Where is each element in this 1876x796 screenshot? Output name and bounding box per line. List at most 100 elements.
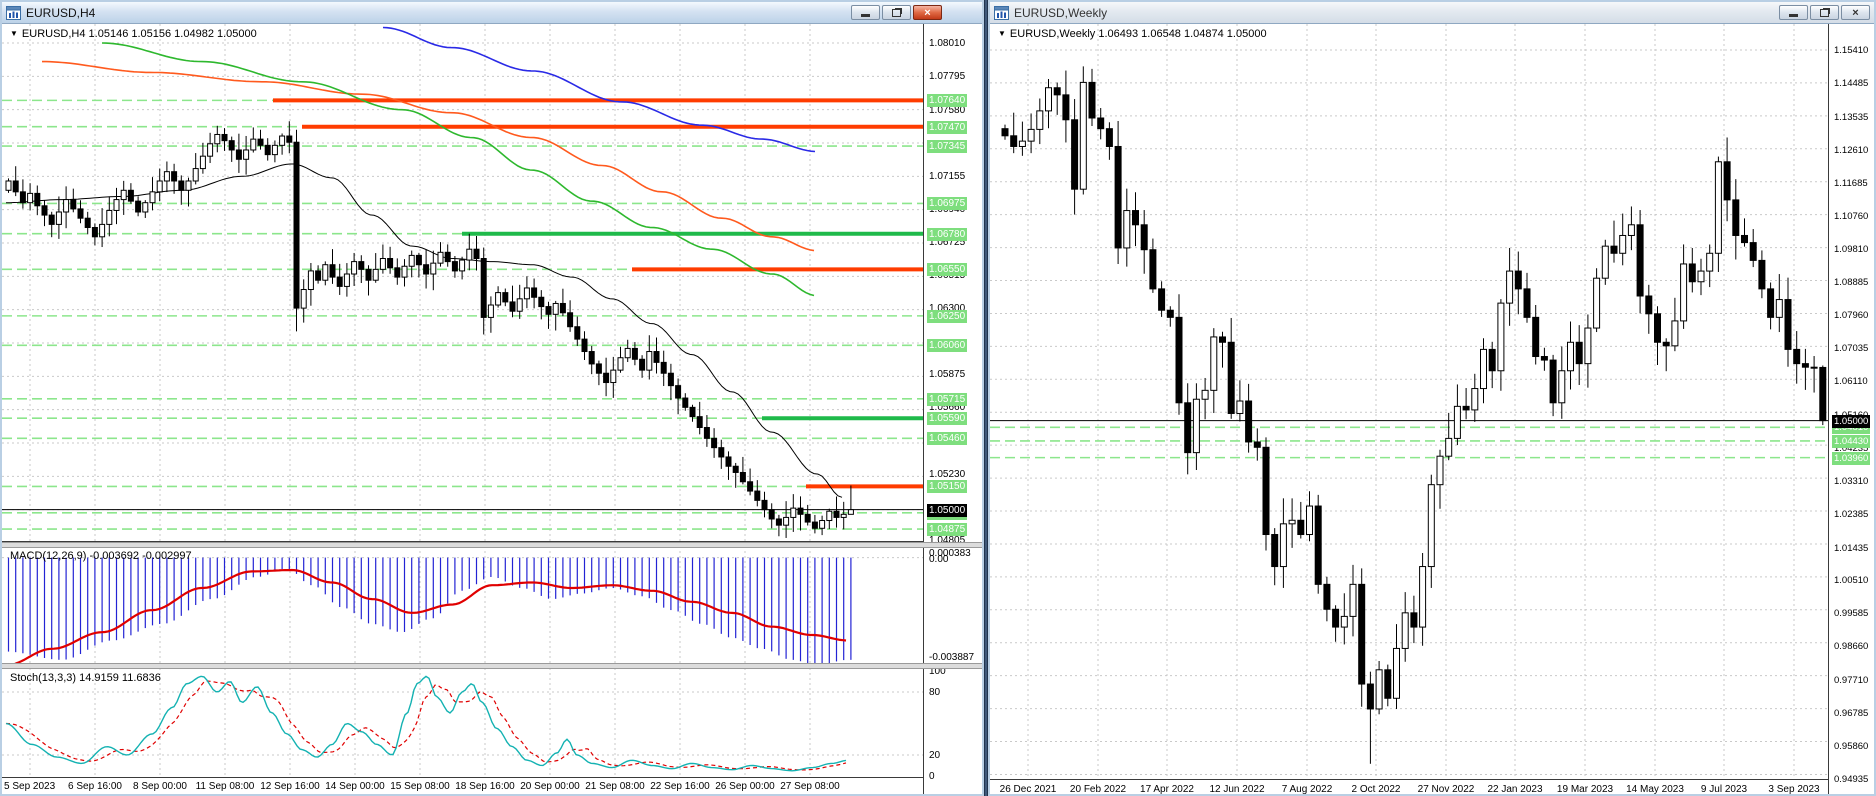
price-level-label: 1.07470: [927, 120, 968, 134]
close-button[interactable]: ×: [913, 5, 942, 20]
candle-body: [1184, 402, 1192, 454]
candle-body: [1262, 446, 1270, 536]
time-axis-label: 3 Sep 2023: [1768, 784, 1820, 794]
ma-blue-moving-average: [382, 26, 816, 153]
candle-body: [1819, 366, 1827, 422]
chart-area-h4[interactable]: ▼ EURUSD,H4 1.05146 1.05156 1.04982 1.050…: [2, 24, 982, 794]
close-button[interactable]: ×: [1841, 5, 1870, 20]
macd-pane[interactable]: [2, 546, 923, 664]
price-axis-label: 1.07580: [929, 104, 966, 116]
price-level-label: 1.05590: [927, 412, 968, 426]
candle-body: [1201, 389, 1209, 400]
candle-body: [1062, 94, 1070, 121]
candle-body: [437, 251, 444, 264]
candle-body: [819, 520, 826, 529]
candle-body: [1480, 348, 1487, 390]
quote-text: EURUSD,H4 1.05146 1.05156 1.04982 1.0500…: [21, 28, 257, 40]
weekly-main-plot[interactable]: [990, 24, 1828, 780]
candle-body: [329, 264, 336, 278]
candle-body: [1053, 87, 1061, 96]
candle-body: [459, 259, 466, 272]
candle-body: [1384, 669, 1392, 699]
candle-body: [1027, 128, 1035, 142]
candle-body: [1671, 320, 1679, 347]
candle-body: [221, 133, 228, 142]
price-axis-label: 1.07035: [1834, 343, 1869, 355]
candle-body: [5, 180, 12, 191]
h4-main-plot[interactable]: [2, 24, 923, 542]
candle-body: [473, 248, 480, 260]
candle-body: [423, 264, 430, 275]
candle-body: [509, 301, 516, 312]
price-level-label: 1.03960: [1832, 451, 1871, 465]
candle-body: [1680, 263, 1688, 322]
time-axis-label: 18 Sep 16:00: [455, 781, 515, 792]
candle-body: [120, 189, 127, 201]
price-axis-label: 1.06110: [1834, 376, 1868, 388]
time-axis-label: 26 Dec 2021: [999, 784, 1057, 794]
chart-icon: [994, 5, 1009, 20]
candle-body: [1332, 608, 1340, 628]
titlebar-h4[interactable]: EURUSD,H4 ×: [2, 2, 982, 24]
candle-body: [1749, 242, 1757, 261]
candle-body: [19, 191, 26, 204]
candle-body: [70, 199, 77, 210]
titlebar-weekly[interactable]: EURUSD,Weekly ×: [990, 2, 1874, 24]
candle-body: [343, 273, 350, 287]
time-axis-label: 7 Aug 2022: [1281, 784, 1333, 794]
candle-body: [747, 481, 754, 492]
price-level-label: 1.06780: [927, 227, 968, 241]
price-axis-label: 0.98660: [1834, 641, 1869, 653]
candle-body: [351, 261, 358, 275]
candle-body: [1366, 683, 1374, 710]
stoch-label: Stoch(13,3,3) 14.9159 11.6836: [10, 672, 161, 684]
minimize-button[interactable]: [851, 5, 880, 20]
price-level-label: 1.06550: [927, 263, 968, 277]
candle-body: [610, 369, 617, 384]
price-axis-label: 1.06725: [929, 237, 966, 249]
restore-button[interactable]: [882, 5, 911, 20]
restore-icon: [1820, 8, 1829, 17]
restore-button[interactable]: [1810, 5, 1839, 20]
candle-body: [718, 447, 725, 458]
candle-body: [826, 510, 833, 522]
macd-axis-label: -0.003887: [929, 652, 975, 663]
time-axis-label: 12 Sep 16:00: [260, 781, 320, 792]
chart-area-weekly[interactable]: ▼ EURUSD,Weekly 1.06493 1.06548 1.04874 1…: [990, 24, 1874, 794]
minimize-button[interactable]: [1779, 5, 1808, 20]
chart-icon: [6, 5, 21, 20]
candle-body: [811, 521, 818, 529]
current-price-label: 1.05000: [1832, 414, 1871, 428]
candle-body: [1306, 505, 1313, 536]
time-axis-label: 17 Apr 2022: [1140, 784, 1194, 794]
candle-body: [250, 138, 257, 151]
candle-body: [1001, 128, 1009, 137]
pane-separator-stoch[interactable]: [2, 663, 982, 669]
candle-body: [99, 223, 106, 238]
stochastic-pane[interactable]: [2, 668, 923, 778]
candle-body: [833, 510, 840, 518]
price-level-label: 1.06060: [927, 339, 968, 353]
close-icon: ×: [924, 6, 931, 19]
candle-body: [91, 226, 98, 238]
pane-separator-macd[interactable]: [2, 542, 982, 548]
candle-body: [1488, 348, 1496, 372]
candle-body: [156, 180, 163, 193]
candle-body: [243, 149, 250, 160]
time-axis-label: 2 Oct 2022: [1351, 784, 1401, 794]
candle-body: [1810, 366, 1818, 369]
candle-body: [1410, 612, 1418, 628]
candle-body: [1732, 199, 1740, 236]
candle-body: [415, 254, 422, 266]
candle-body: [1662, 341, 1670, 347]
price-axis-label: 1.05230: [929, 469, 966, 480]
minimize-icon: [1789, 14, 1798, 17]
candle-body: [1575, 341, 1583, 365]
chart-window-weekly: EURUSD,Weekly × ▼ EURUSD,Weekly 1.06493 1…: [988, 0, 1876, 796]
candle-body: [1793, 348, 1801, 365]
candle-body: [667, 372, 674, 387]
candle-body: [646, 351, 653, 371]
time-axis-label: 22 Jan 2023: [1487, 784, 1543, 794]
price-axis-label: 1.07960: [1834, 310, 1869, 322]
